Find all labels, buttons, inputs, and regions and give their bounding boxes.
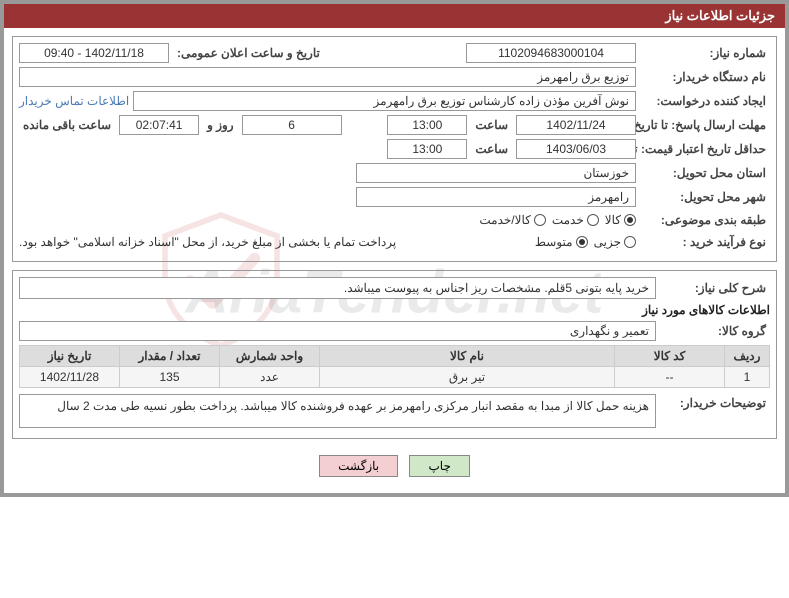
province-field: خوزستان — [356, 163, 636, 183]
radio-goods-label: کالا — [605, 213, 621, 227]
table-row: 1 -- تیر برق عدد 135 1402/11/28 — [20, 367, 770, 388]
contact-link[interactable]: اطلاعات تماس خریدار — [19, 94, 129, 108]
radio-service-label: خدمت — [552, 213, 584, 227]
radio-goods[interactable]: کالا — [605, 213, 636, 227]
announce-label: تاریخ و ساعت اعلان عمومی: — [173, 44, 324, 62]
radio-both[interactable]: کالا/خدمت — [479, 213, 545, 227]
radio-both-label: کالا/خدمت — [479, 213, 530, 227]
detail-section: شرح کلی نیاز: خرید پایه بتونی 5قلم. مشخص… — [12, 270, 777, 439]
requester-field: نوش آفرین مؤذن زاده کارشناس توزیع برق را… — [133, 91, 636, 111]
td-unit: عدد — [220, 367, 320, 388]
category-group: کالا خدمت کالا/خدمت — [479, 213, 636, 227]
need-number-label: شماره نیاز: — [640, 44, 770, 62]
radio-both-circle — [534, 214, 546, 226]
validity-time: 13:00 — [387, 139, 467, 159]
remaining-time: 02:07:41 — [119, 115, 199, 135]
remaining-label: ساعت باقی مانده — [19, 118, 115, 132]
back-button[interactable]: بازگشت — [319, 455, 398, 477]
goods-table: ردیف کد کالا نام کالا واحد شمارش تعداد /… — [19, 345, 770, 388]
buyer-note-label: توضیحات خریدار: — [660, 394, 770, 412]
radio-service-circle — [587, 214, 599, 226]
goods-group-label: گروه کالا: — [660, 322, 770, 340]
td-name: تیر برق — [320, 367, 615, 388]
th-unit: واحد شمارش — [220, 346, 320, 367]
buyer-org-label: نام دستگاه خریدار: — [640, 68, 770, 86]
category-label: طبقه بندی موضوعی: — [640, 211, 770, 229]
goods-section-title: اطلاعات کالاهای مورد نیاز — [19, 303, 770, 317]
footer: چاپ بازگشت — [12, 447, 777, 485]
print-button[interactable]: چاپ — [409, 455, 469, 477]
th-date: تاریخ نیاز — [20, 346, 120, 367]
validity-time-label: ساعت — [471, 142, 512, 156]
td-date: 1402/11/28 — [20, 367, 120, 388]
process-label: نوع فرآیند خرید : — [640, 233, 770, 251]
days-label: روز و — [203, 118, 238, 132]
validity-label: حداقل تاریخ اعتبار قیمت: تا تاریخ: — [640, 140, 770, 158]
buyer-note-text: هزینه حمل کالا از مبدا به مقصد انبار مرک… — [19, 394, 656, 428]
radio-goods-circle — [624, 214, 636, 226]
deadline-date: 1402/11/24 — [516, 115, 636, 135]
validity-date: 1403/06/03 — [516, 139, 636, 159]
goods-group-field: تعمیر و نگهداری — [19, 321, 656, 341]
info-section: شماره نیاز: 1102094683000104 تاریخ و ساع… — [12, 36, 777, 262]
td-qty: 135 — [120, 367, 220, 388]
td-code: -- — [615, 367, 725, 388]
radio-medium[interactable]: متوسط — [535, 235, 588, 249]
need-number-field: 1102094683000104 — [466, 43, 636, 63]
payment-note: پرداخت تمام یا بخشی از مبلغ خرید، از محل… — [19, 235, 396, 249]
th-code: کد کالا — [615, 346, 725, 367]
announce-field: 1402/11/18 - 09:40 — [19, 43, 169, 63]
radio-partial[interactable]: جزیی — [594, 235, 636, 249]
radio-partial-label: جزیی — [594, 235, 621, 249]
city-label: شهر محل تحویل: — [640, 188, 770, 206]
panel-header: جزئیات اطلاعات نیاز — [4, 4, 785, 28]
deadline-label: مهلت ارسال پاسخ: تا تاریخ: — [640, 116, 770, 134]
requester-label: ایجاد کننده درخواست: — [640, 92, 770, 110]
panel-title: جزئیات اطلاعات نیاز — [665, 8, 775, 23]
process-group: جزیی متوسط — [535, 235, 636, 249]
td-idx: 1 — [725, 367, 770, 388]
radio-medium-circle — [576, 236, 588, 248]
th-name: نام کالا — [320, 346, 615, 367]
radio-service[interactable]: خدمت — [552, 213, 599, 227]
radio-partial-circle — [624, 236, 636, 248]
province-label: استان محل تحویل: — [640, 164, 770, 182]
desc-text: خرید پایه بتونی 5قلم. مشخصات ریز اجناس ب… — [19, 277, 656, 299]
desc-label: شرح کلی نیاز: — [660, 279, 770, 297]
deadline-time: 13:00 — [387, 115, 467, 135]
table-header-row: ردیف کد کالا نام کالا واحد شمارش تعداد /… — [20, 346, 770, 367]
th-row: ردیف — [725, 346, 770, 367]
th-qty: تعداد / مقدار — [120, 346, 220, 367]
radio-medium-label: متوسط — [535, 235, 573, 249]
days-remaining: 6 — [242, 115, 342, 135]
deadline-time-label: ساعت — [471, 118, 512, 132]
buyer-org-field: توزیع برق رامهرمز — [19, 67, 636, 87]
city-field: رامهرمز — [356, 187, 636, 207]
